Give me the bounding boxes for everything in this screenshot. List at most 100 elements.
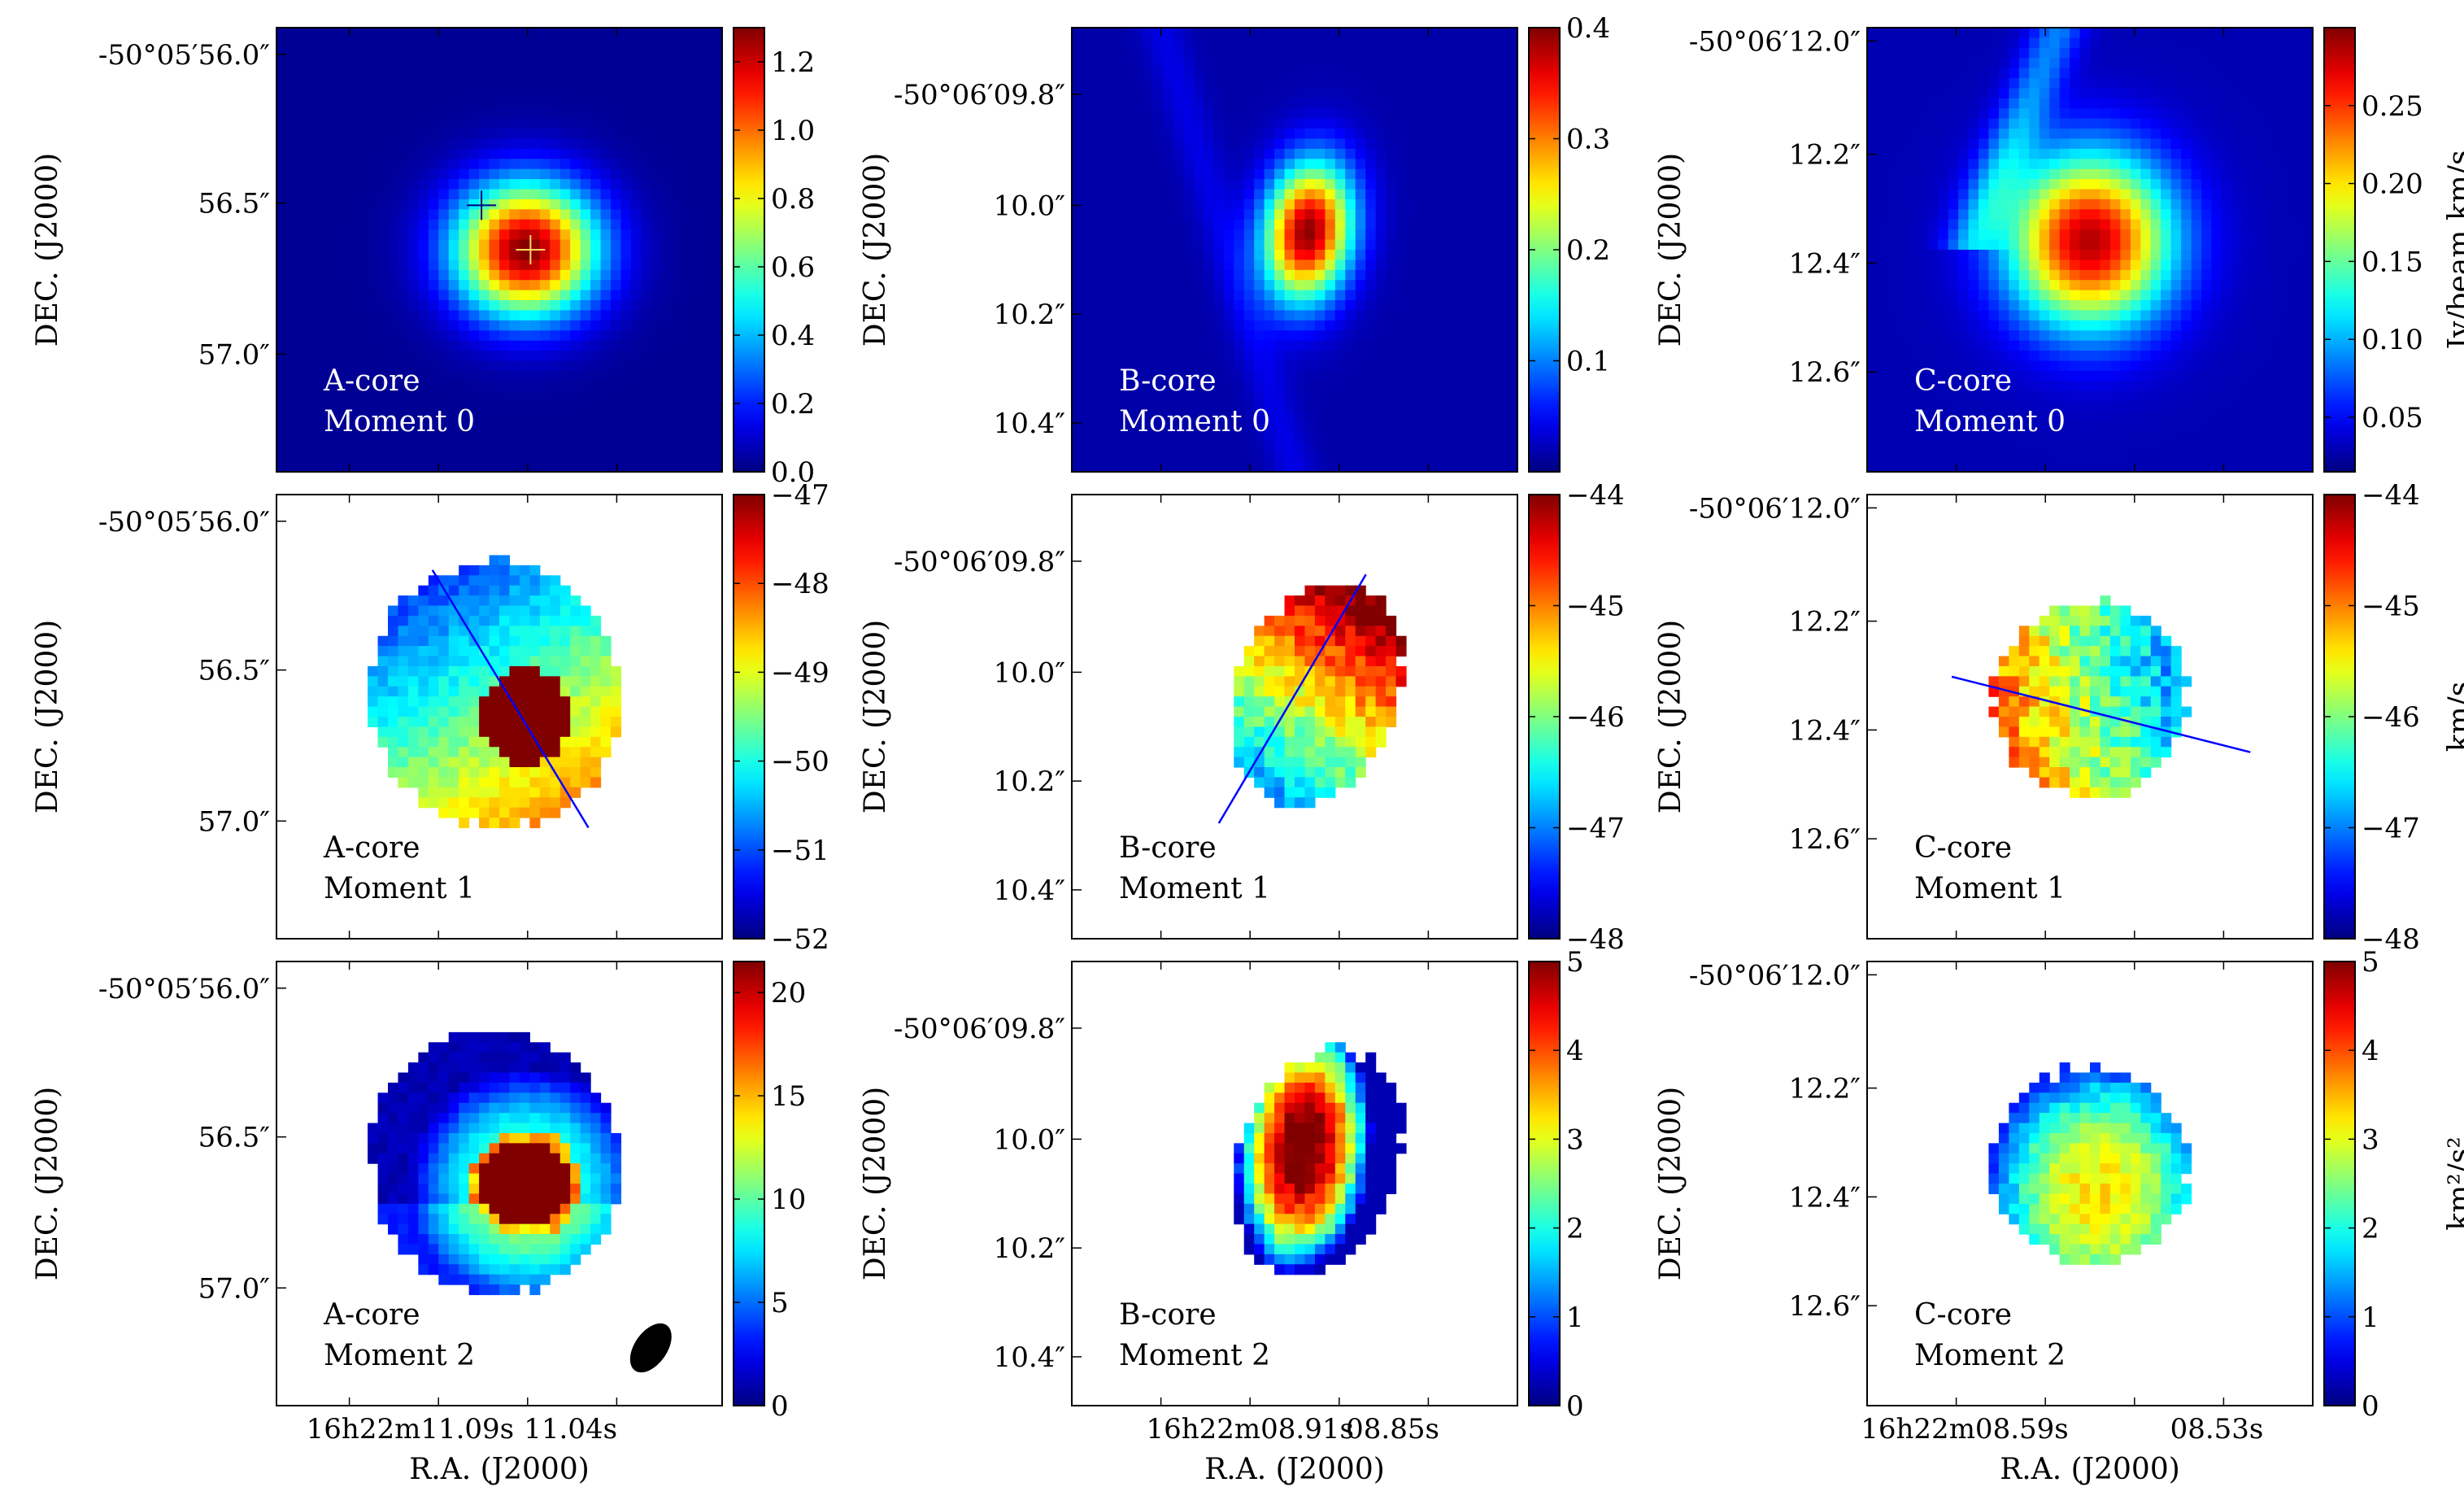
map-pixel [1072,411,1083,422]
map-pixel [1314,360,1326,372]
map-pixel [1183,421,1195,432]
map-pixel [1426,280,1437,291]
map-pixel [2282,148,2293,159]
map-pixel [1152,198,1164,210]
map-pixel [1406,431,1417,443]
map-pixel [1234,108,1245,120]
map-pixel [580,118,591,129]
map-pixel [2262,129,2273,140]
map-pixel [459,351,470,362]
map-pixel [1132,37,1143,49]
map-pixel [1355,179,1366,190]
map-pixel [1406,108,1417,120]
map-pixel [1456,431,1468,443]
map-pixel [357,461,368,473]
map-pixel [559,431,571,443]
map-pixel [1274,108,1286,120]
map-pixel [702,148,713,159]
map-pixel [1284,269,1295,281]
map-pixel [1173,189,1184,200]
map-pixel [1395,138,1407,150]
map-pixel [1243,461,1255,473]
map-pixel [1365,280,1377,291]
map-pixel [1497,290,1508,301]
map-pixel [1927,239,1939,251]
map-pixel [1152,451,1164,463]
map-pixel [1274,330,1286,342]
map-pixel [1436,198,1447,210]
map-pixel [2302,28,2314,39]
map-pixel [2241,168,2253,180]
map-pixel [1193,68,1204,79]
map-pixel [1395,37,1407,49]
map-pixel [1334,310,1346,321]
map-pixel [1203,148,1214,159]
map-pixel [1213,381,1225,392]
map-pixel [2029,179,2040,190]
map-pixel [1234,300,1245,312]
map-pixel [580,259,591,271]
map-pixel [1295,390,1306,402]
map-pixel [1295,159,1306,170]
map-pixel [1254,179,1265,190]
map-pixel [1426,118,1437,129]
map-pixel [428,300,439,312]
map-pixel [519,198,530,210]
map-pixel [448,340,459,351]
map-pixel [1314,47,1326,59]
map-pixel [337,441,348,452]
map-pixel [2070,209,2081,220]
map-pixel [702,78,713,89]
map-pixel [1927,259,1939,271]
map-pixel [1497,259,1508,271]
map-pixel [2241,219,2253,230]
map-pixel [1243,118,1255,129]
map-pixel [1163,381,1174,392]
map-pixel [1193,98,1204,109]
map-pixel [276,198,288,210]
map-pixel [1264,88,1275,99]
map-pixel [448,239,459,251]
map-pixel [661,381,673,392]
map-pixel [1112,441,1123,452]
map-pixel [499,37,511,49]
map-pixel [1243,37,1255,49]
map-pixel [1152,390,1164,402]
map-pixel [671,58,682,69]
map-pixel [651,390,662,402]
map-pixel [347,88,359,99]
map-pixel [691,118,703,129]
map-pixel [1406,269,1417,281]
map-pixel [1163,47,1174,59]
map-pixel [316,58,328,69]
map-pixel [368,98,379,109]
map-pixel [1416,209,1427,220]
map-pixel [347,148,359,159]
map-pixel [2140,219,2152,230]
map-pixel [712,351,723,362]
map-pixel [2059,209,2070,220]
map-pixel [388,138,399,150]
map-pixel [2109,189,2121,200]
map-pixel [1112,159,1123,170]
map-pixel [448,168,459,180]
map-pixel [407,300,419,312]
map-pixel [2049,209,2061,220]
map-pixel [2009,28,2020,39]
map-pixel [1163,310,1174,321]
map-pixel [611,219,622,230]
map-pixel [630,280,642,291]
map-pixel [2292,98,2304,109]
map-pixel [580,421,591,432]
map-pixel [1345,411,1356,422]
map-pixel [519,88,530,99]
map-pixel [2241,179,2253,190]
map-pixel [1334,148,1346,159]
map-pixel [2292,229,2304,241]
map-pixel [1406,441,1417,452]
map-pixel [1163,209,1174,220]
map-pixel [1416,300,1427,312]
map-pixel [1173,28,1184,39]
map-pixel [327,159,338,170]
map-pixel [1968,168,1979,180]
